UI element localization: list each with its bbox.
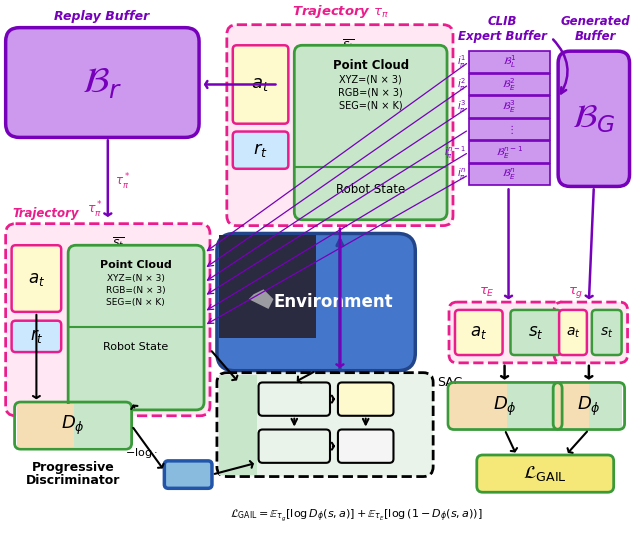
FancyBboxPatch shape <box>164 461 212 488</box>
Text: $\tau_g$: $\tau_g$ <box>568 285 584 300</box>
Text: $\mathcal{B}_L^1$: $\mathcal{B}_L^1$ <box>503 53 516 71</box>
Text: SAC: SAC <box>437 376 462 389</box>
Text: $\mathcal{B}_E^n$: $\mathcal{B}_E^n$ <box>502 167 516 182</box>
Text: $\vdots$: $\vdots$ <box>506 123 513 136</box>
Bar <box>469 164 550 185</box>
FancyBboxPatch shape <box>511 310 561 355</box>
Bar <box>469 74 550 95</box>
Text: Discriminator: Discriminator <box>26 474 120 487</box>
Bar <box>221 376 429 474</box>
Text: $i_\pi^n$: $i_\pi^n$ <box>456 167 466 182</box>
Text: $r_t'$: $r_t'$ <box>182 464 195 485</box>
Text: RGB=(N × 3): RGB=(N × 3) <box>106 286 165 295</box>
FancyBboxPatch shape <box>338 430 394 463</box>
Text: $\tau_\pi^*$: $\tau_\pi^*$ <box>87 199 103 220</box>
Text: Generated
Buffer: Generated Buffer <box>561 15 630 43</box>
Text: $r_t$: $r_t$ <box>253 141 268 159</box>
Text: $\hat{Q}_t$: $\hat{Q}_t$ <box>357 436 374 457</box>
Text: $i_\pi^3$: $i_\pi^3$ <box>456 99 466 115</box>
Text: $s_t$: $s_t$ <box>600 325 613 340</box>
Bar <box>219 375 257 475</box>
FancyBboxPatch shape <box>554 302 628 363</box>
FancyBboxPatch shape <box>477 455 614 492</box>
FancyBboxPatch shape <box>455 310 502 355</box>
Bar <box>469 119 550 140</box>
FancyBboxPatch shape <box>294 45 447 220</box>
Text: Robot State: Robot State <box>103 342 168 352</box>
Bar <box>469 141 550 163</box>
Text: $\mathcal{B}_E^2$: $\mathcal{B}_E^2$ <box>502 76 516 93</box>
Text: $\mathcal{L}_\mathrm{GAIL}=\mathbb{E}_{\tau_g}\left[\log D_\phi(s,a)\right]+\mat: $\mathcal{L}_\mathrm{GAIL}=\mathbb{E}_{\… <box>230 508 482 524</box>
Text: $r_t$: $r_t$ <box>29 327 44 345</box>
Text: Environment: Environment <box>273 293 393 311</box>
Text: $a_t$: $a_t$ <box>566 325 580 340</box>
FancyBboxPatch shape <box>259 430 330 463</box>
Text: $i_\pi^{n-1}$: $i_\pi^{n-1}$ <box>444 144 466 161</box>
Text: XYZ=(N × 3): XYZ=(N × 3) <box>107 274 164 283</box>
Text: $a_t$: $a_t$ <box>470 323 487 342</box>
Text: Trajectory $\tau_\pi$: Trajectory $\tau_\pi$ <box>292 3 388 20</box>
Text: Replay Buffer: Replay Buffer <box>54 10 150 23</box>
Text: $a_t$: $a_t$ <box>252 75 269 93</box>
Text: Robot State: Robot State <box>336 183 405 196</box>
FancyBboxPatch shape <box>6 27 199 137</box>
Text: $\tau_E$: $\tau_E$ <box>479 286 495 299</box>
FancyBboxPatch shape <box>559 310 587 355</box>
Text: $D_\phi$: $D_\phi$ <box>61 414 85 437</box>
Text: Policy: Policy <box>275 392 314 406</box>
FancyBboxPatch shape <box>217 233 415 371</box>
Text: $\mathcal{B}_E^3$: $\mathcal{B}_E^3$ <box>502 99 516 115</box>
Text: $-\log$·: $-\log$· <box>125 446 158 460</box>
Text: SEG=(N × K): SEG=(N × K) <box>339 100 403 110</box>
FancyBboxPatch shape <box>217 372 433 476</box>
FancyBboxPatch shape <box>592 310 621 355</box>
Bar <box>74 404 132 447</box>
Text: $i_\pi^2$: $i_\pi^2$ <box>457 76 466 93</box>
Text: $\overline{s_t}$: $\overline{s_t}$ <box>342 37 354 53</box>
Text: $\mathcal{L}_\mathrm{GAIL}$: $\mathcal{L}_\mathrm{GAIL}$ <box>524 464 567 483</box>
Text: $\mathcal{B}_r$: $\mathcal{B}_r$ <box>82 66 122 100</box>
FancyBboxPatch shape <box>12 321 61 352</box>
Text: Point Cloud: Point Cloud <box>333 59 409 72</box>
FancyBboxPatch shape <box>449 302 568 363</box>
Text: $D_\phi$: $D_\phi$ <box>577 395 601 418</box>
Bar <box>469 96 550 118</box>
Bar <box>506 384 560 427</box>
Bar <box>219 236 316 338</box>
Text: SEG=(N × K): SEG=(N × K) <box>106 298 165 307</box>
FancyBboxPatch shape <box>12 245 61 312</box>
Bar <box>555 384 589 427</box>
Bar <box>450 384 506 427</box>
Text: Point Cloud: Point Cloud <box>100 260 172 270</box>
FancyBboxPatch shape <box>338 383 394 416</box>
FancyBboxPatch shape <box>68 245 204 410</box>
FancyBboxPatch shape <box>558 51 630 186</box>
Text: $D_\phi$: $D_\phi$ <box>493 395 516 418</box>
Bar <box>17 404 74 447</box>
Text: $a_t^{*}$: $a_t^{*}$ <box>358 388 374 410</box>
Text: Value: Value <box>276 440 313 453</box>
Text: $\mathcal{B}_G$: $\mathcal{B}_G$ <box>572 103 616 135</box>
Bar <box>469 51 550 73</box>
FancyBboxPatch shape <box>233 45 289 123</box>
Text: CLIB
Expert Buffer: CLIB Expert Buffer <box>458 15 547 43</box>
Polygon shape <box>249 289 273 309</box>
Text: $\overline{s_t}$: $\overline{s_t}$ <box>111 236 124 251</box>
Text: $s_t$: $s_t$ <box>527 323 543 342</box>
FancyBboxPatch shape <box>227 25 453 226</box>
Text: XYZ=(N × 3): XYZ=(N × 3) <box>339 74 402 85</box>
Text: $\mathcal{B}_E^{n-1}$: $\mathcal{B}_E^{n-1}$ <box>496 144 523 161</box>
Text: $\tau_\pi^*$: $\tau_\pi^*$ <box>115 171 130 191</box>
Text: $i_\pi^1$: $i_\pi^1$ <box>457 53 466 71</box>
Text: RGB=(N × 3): RGB=(N × 3) <box>339 87 403 98</box>
FancyBboxPatch shape <box>6 224 210 416</box>
FancyBboxPatch shape <box>259 383 330 416</box>
Text: Progressive: Progressive <box>32 461 115 474</box>
Text: Trajectory: Trajectory <box>13 207 79 220</box>
FancyBboxPatch shape <box>233 132 289 169</box>
Text: $a_t$: $a_t$ <box>28 270 45 288</box>
Bar <box>589 384 621 427</box>
